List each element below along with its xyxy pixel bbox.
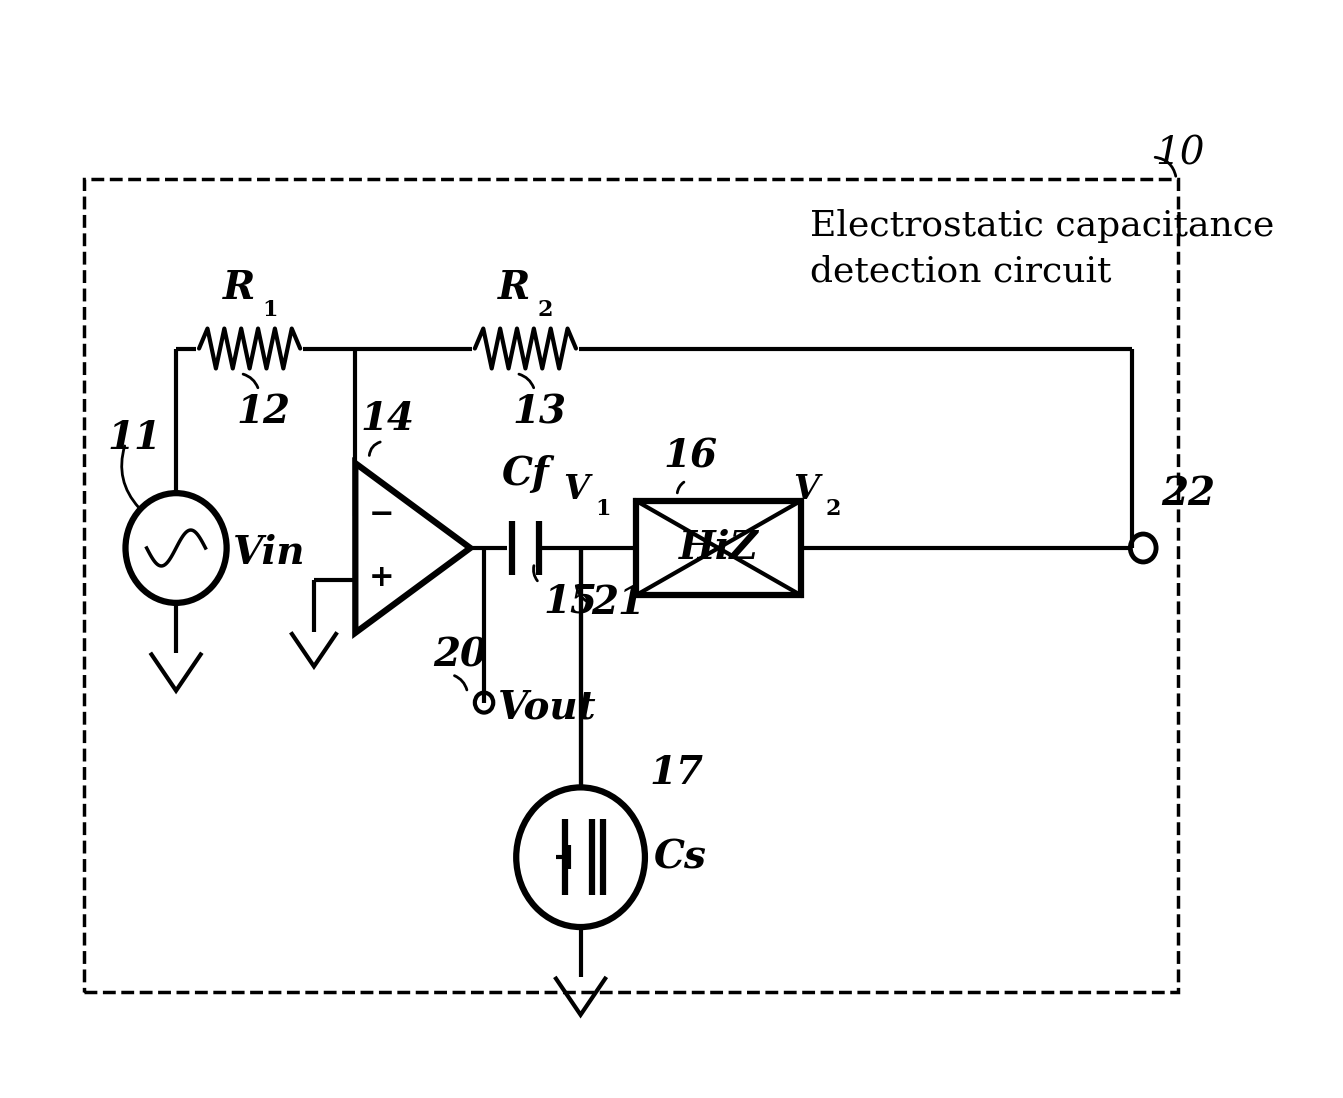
Text: 12: 12 [236, 393, 290, 432]
Text: V: V [792, 473, 819, 506]
Text: Cs: Cs [654, 838, 706, 876]
Text: R: R [223, 269, 255, 306]
Text: −: − [369, 500, 395, 528]
Text: 2: 2 [826, 498, 841, 520]
Text: 22: 22 [1162, 475, 1215, 513]
Text: 17: 17 [650, 754, 704, 793]
Text: 20: 20 [434, 637, 488, 674]
Text: 2: 2 [539, 299, 553, 321]
Text: HiZ: HiZ [678, 529, 759, 567]
Text: 15: 15 [544, 583, 598, 620]
Text: Cf: Cf [501, 456, 549, 493]
Text: V: V [563, 473, 590, 506]
Text: 11: 11 [107, 419, 161, 457]
Text: 1: 1 [262, 299, 278, 321]
Text: +: + [369, 563, 395, 593]
Text: 1: 1 [596, 498, 611, 520]
Text: Vin: Vin [234, 534, 306, 572]
Text: 13: 13 [512, 393, 567, 432]
Text: 16: 16 [663, 438, 719, 475]
Bar [635, 501, 802, 595]
Text: 14: 14 [360, 401, 415, 438]
Text: 21: 21 [592, 584, 646, 621]
Text: 10: 10 [1155, 135, 1205, 172]
Text: Vout: Vout [498, 688, 596, 727]
Text: Electrostatic capacitance
detection circuit: Electrostatic capacitance detection circ… [810, 210, 1275, 288]
Text: R: R [498, 269, 530, 306]
